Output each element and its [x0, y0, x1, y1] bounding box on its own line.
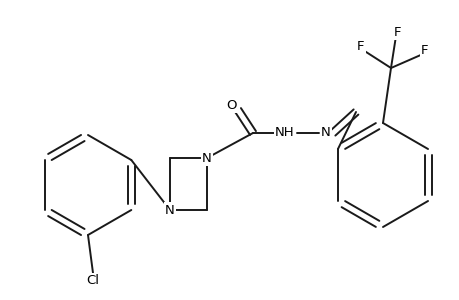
Text: Cl: Cl — [86, 274, 99, 287]
Text: F: F — [420, 44, 428, 56]
Text: O: O — [226, 98, 237, 112]
Text: N: N — [202, 152, 212, 164]
Text: F: F — [393, 26, 401, 38]
Text: N: N — [320, 125, 330, 139]
Text: F: F — [357, 40, 364, 52]
Text: N: N — [165, 203, 174, 217]
Text: NH: NH — [274, 125, 294, 139]
